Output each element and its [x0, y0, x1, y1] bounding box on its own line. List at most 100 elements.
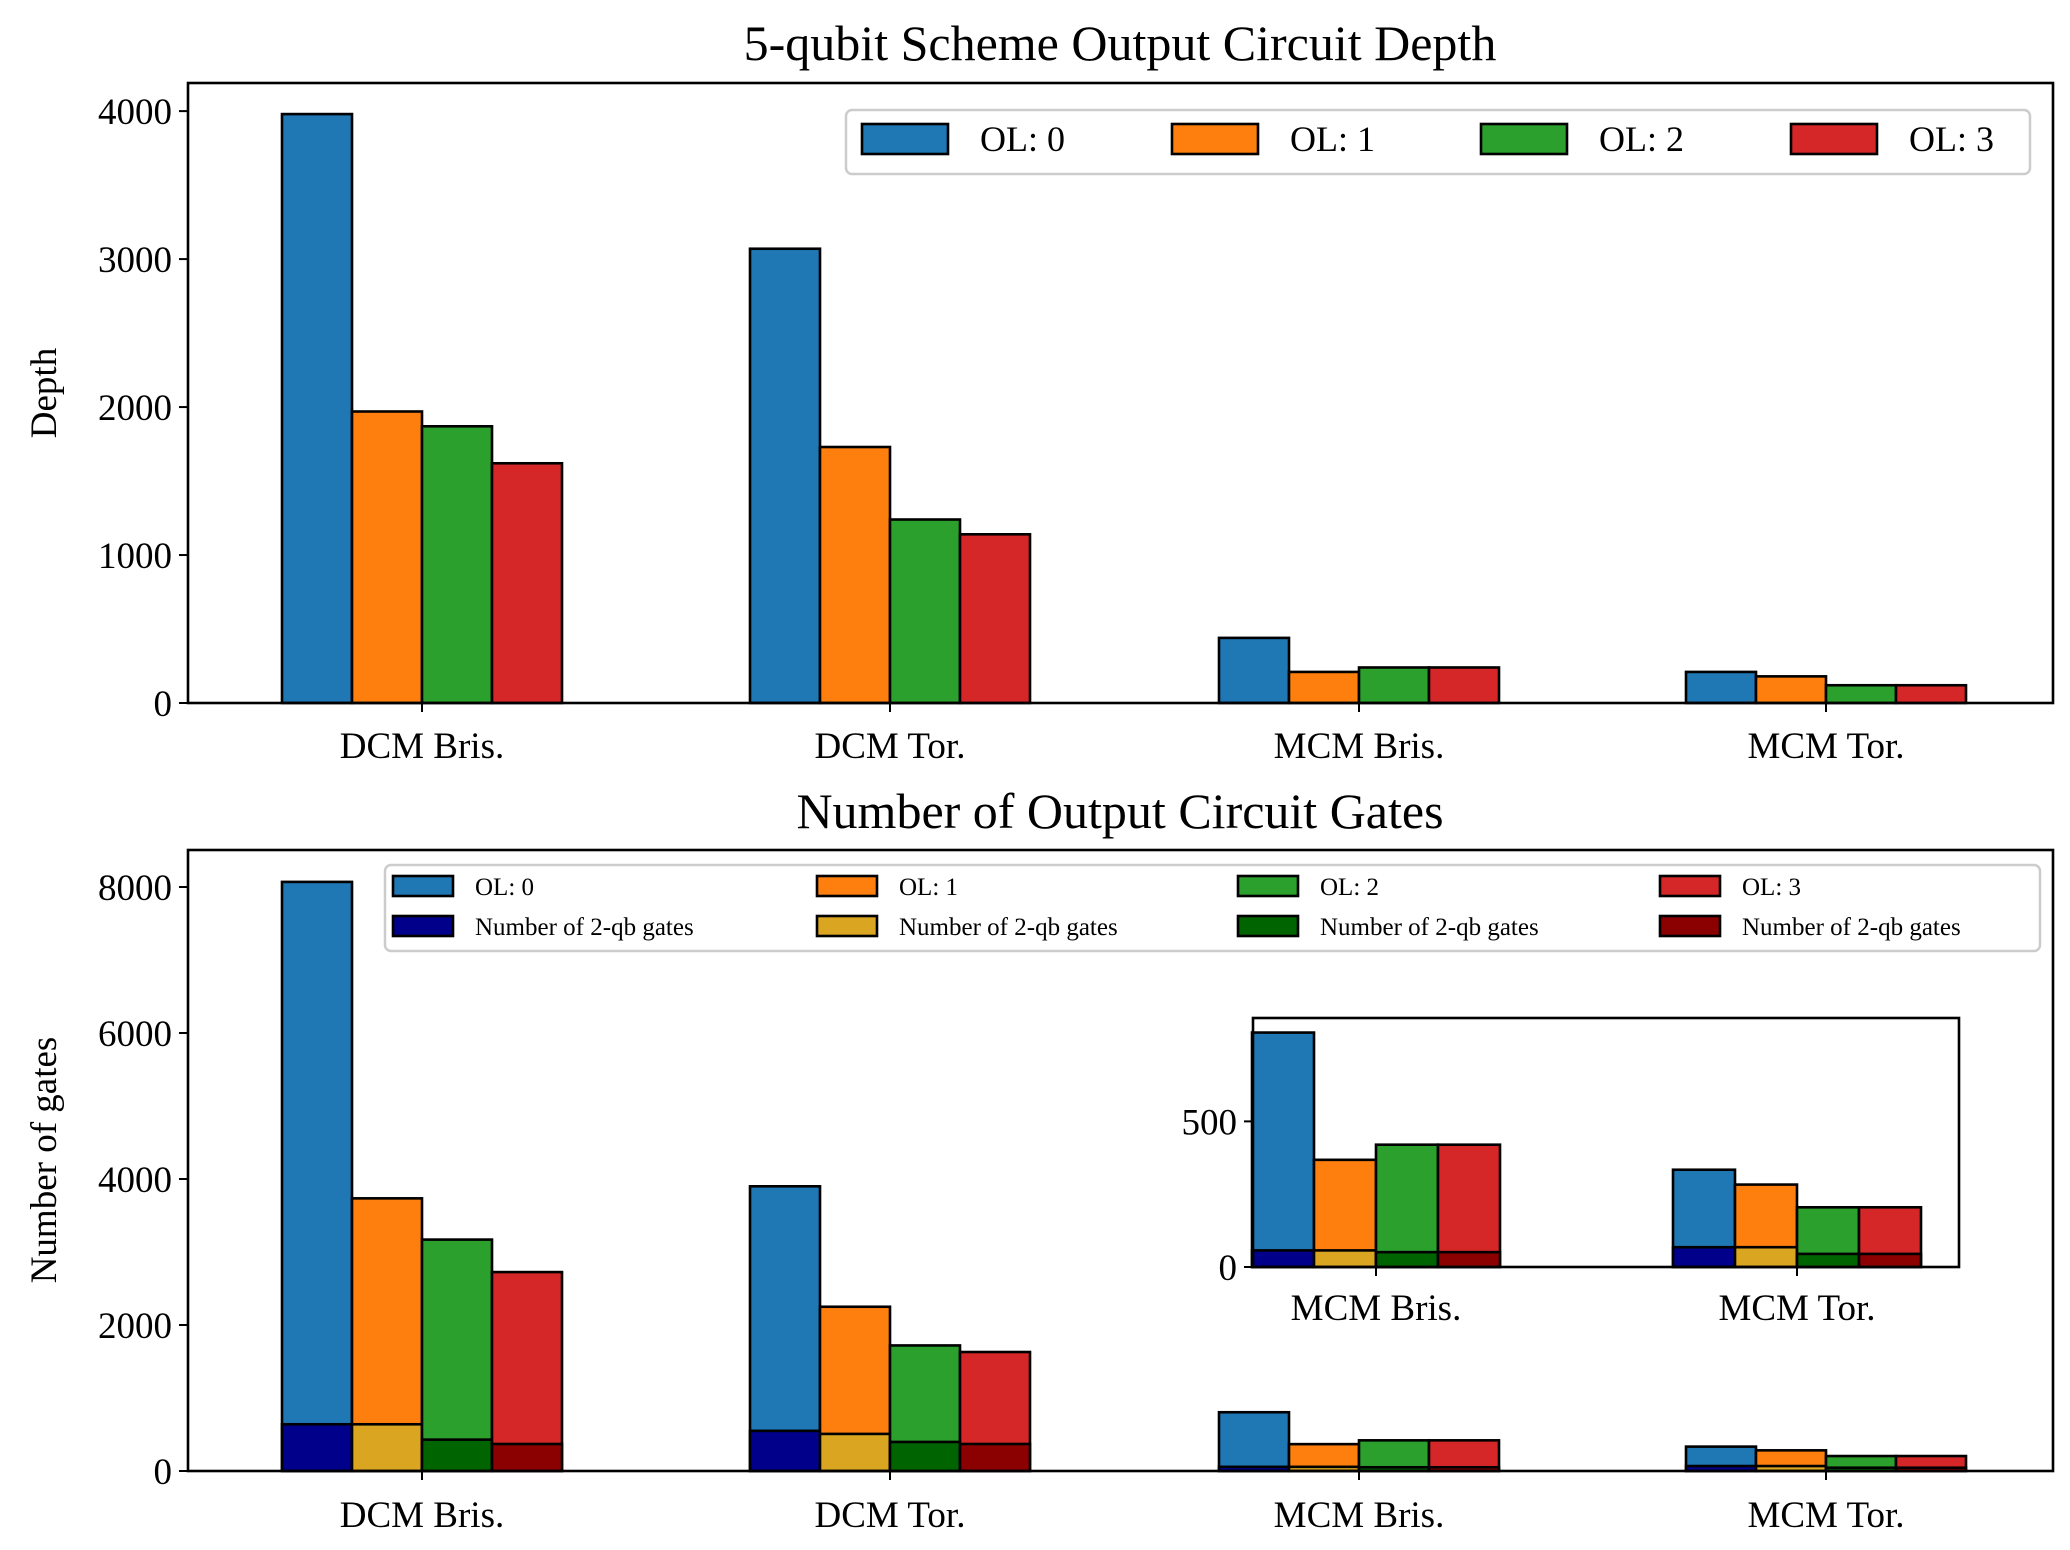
inset-2qb-bar	[1671, 1245, 1737, 1269]
inset-2qb-bar	[1733, 1245, 1799, 1269]
gates-2qb-bar	[818, 1432, 892, 1473]
bottom-plot-area: 0 2000 4000 6000 8000 DCM Bris. DCM Tor. MCM Br…	[98, 848, 2055, 1536]
gates-x-tick-label: MCM Tor.	[1747, 1495, 1904, 1536]
gates-bar	[1217, 1410, 1291, 1473]
gates-2qb-bar	[280, 1422, 354, 1473]
gates-y-tick-label: 0	[154, 1452, 173, 1493]
inset-x-tick-label: MCM Tor.	[1718, 1288, 1875, 1329]
bottom-legend-frame	[383, 863, 2042, 953]
top-plot-area: 0 1000 2000 3000 4000 DCM Bris. DCM Tor. MCM Br…	[98, 81, 2055, 767]
depth-bar	[1684, 670, 1758, 705]
depth-bar	[1217, 636, 1291, 705]
gates-2qb-bar	[888, 1440, 962, 1473]
depth-bar	[1894, 683, 1968, 705]
top-legend-frame	[844, 108, 2032, 176]
gates-x-tick-label: DCM Tor.	[815, 1495, 966, 1536]
legend-swatch	[1236, 874, 1300, 898]
top-y-axis-label: Depth	[24, 347, 65, 438]
depth-bar	[1824, 683, 1898, 705]
legend-label: Number of 2-qb gates	[1320, 914, 1539, 941]
depth-x-tick-label: MCM Tor.	[1747, 726, 1904, 767]
gates-x-tick-label: DCM Bris.	[340, 1495, 504, 1536]
depth-y-tick-label: 2000	[98, 388, 172, 429]
depth-bar	[818, 445, 892, 705]
legend-label: OL: 2	[1599, 119, 1684, 159]
depth-bar	[958, 533, 1032, 705]
legend-swatch	[860, 122, 950, 156]
inset-x-tick-label: MCM Bris.	[1291, 1288, 1462, 1329]
legend-swatch	[815, 874, 879, 898]
legend-swatch	[1170, 122, 1260, 156]
gates-bar	[420, 1238, 494, 1473]
inset-2qb-bar	[1436, 1250, 1502, 1269]
inset-plot-area: 0 500 MCM Bris. MCM Tor.	[1182, 1016, 1961, 1329]
gates-2qb-bar	[958, 1442, 1032, 1473]
gates-2qb-bar	[748, 1429, 822, 1473]
depth-y-tick-label: 3000	[98, 240, 172, 281]
gates-bar	[1357, 1439, 1431, 1473]
gates-bar	[280, 880, 354, 1473]
inset-bar	[1436, 1143, 1502, 1269]
depth-bar	[280, 112, 354, 705]
depth-bar	[1357, 666, 1431, 705]
bottom-legend: OL: 0 Number of 2-qb gates OL: 1 Number of …	[383, 863, 2042, 953]
inset-axes-frame	[1251, 1016, 1961, 1269]
depth-y-tick-label: 4000	[98, 92, 172, 133]
depth-x-tick-label: MCM Bris.	[1274, 726, 1445, 767]
bottom-chart-title: Number of Output Circuit Gates	[796, 783, 1443, 839]
gates-2qb-bar	[350, 1422, 424, 1473]
inset-bar	[1374, 1143, 1440, 1269]
inset-2qb-bar	[1857, 1252, 1923, 1269]
gates-2qb-bar	[420, 1438, 494, 1473]
inset-2qb-bar	[1374, 1250, 1440, 1269]
depth-bar	[888, 518, 962, 705]
inset-2qb-bar	[1312, 1249, 1378, 1269]
legend-label: Number of 2-qb gates	[1742, 914, 1961, 941]
depth-bar	[1427, 666, 1501, 705]
legend-swatch	[1658, 874, 1722, 898]
gates-y-tick-label: 2000	[98, 1306, 172, 1347]
legend-swatch	[1236, 914, 1300, 938]
gates-y-tick-label: 4000	[98, 1160, 172, 1201]
inset-y-tick-label: 0	[1219, 1248, 1238, 1289]
depth-bar	[1754, 675, 1828, 705]
legend-swatch	[391, 874, 455, 898]
depth-bar	[748, 247, 822, 705]
legend-label: Number of 2-qb gates	[475, 914, 694, 941]
top-legend: OL: 0 OL: 1 OL: 2 OL: 3	[844, 108, 2032, 176]
depth-bar	[490, 461, 564, 705]
top-chart-title: 5-qubit Scheme Output Circuit Depth	[744, 15, 1497, 71]
legend-swatch	[1479, 122, 1569, 156]
gates-bar	[490, 1270, 564, 1473]
legend-label: OL: 1	[1290, 119, 1375, 159]
legend-swatch	[1658, 914, 1722, 938]
gates-y-tick-label: 8000	[98, 868, 172, 909]
gates-x-tick-label: MCM Bris.	[1274, 1495, 1445, 1536]
inset-2qb-bar	[1795, 1252, 1861, 1269]
legend-label: OL: 0	[980, 119, 1065, 159]
legend-label: Number of 2-qb gates	[899, 914, 1118, 941]
depth-y-tick-label: 0	[154, 684, 173, 725]
depth-x-tick-label: DCM Bris.	[340, 726, 504, 767]
gates-y-tick-label: 6000	[98, 1014, 172, 1055]
gates-axes-frame	[186, 848, 2055, 1473]
depth-x-tick-label: DCM Tor.	[815, 726, 966, 767]
depth-axes-frame	[186, 81, 2055, 705]
gates-2qb-bar	[490, 1442, 564, 1473]
legend-swatch	[391, 914, 455, 938]
legend-label: OL: 1	[899, 874, 958, 901]
legend-label: OL: 3	[1909, 119, 1994, 159]
inset-2qb-bar	[1250, 1249, 1316, 1269]
legend-label: OL: 0	[475, 874, 534, 901]
depth-bar	[350, 410, 424, 705]
legend-swatch	[815, 914, 879, 938]
legend-label: OL: 2	[1320, 874, 1379, 901]
legend-label: OL: 3	[1742, 874, 1801, 901]
bottom-y-axis-label: Number of gates	[24, 1037, 65, 1284]
legend-swatch	[1789, 122, 1879, 156]
inset-bar	[1250, 1031, 1316, 1269]
gates-bar	[748, 1185, 822, 1473]
inset-y-tick-label: 500	[1182, 1102, 1238, 1143]
depth-bar	[420, 424, 494, 705]
